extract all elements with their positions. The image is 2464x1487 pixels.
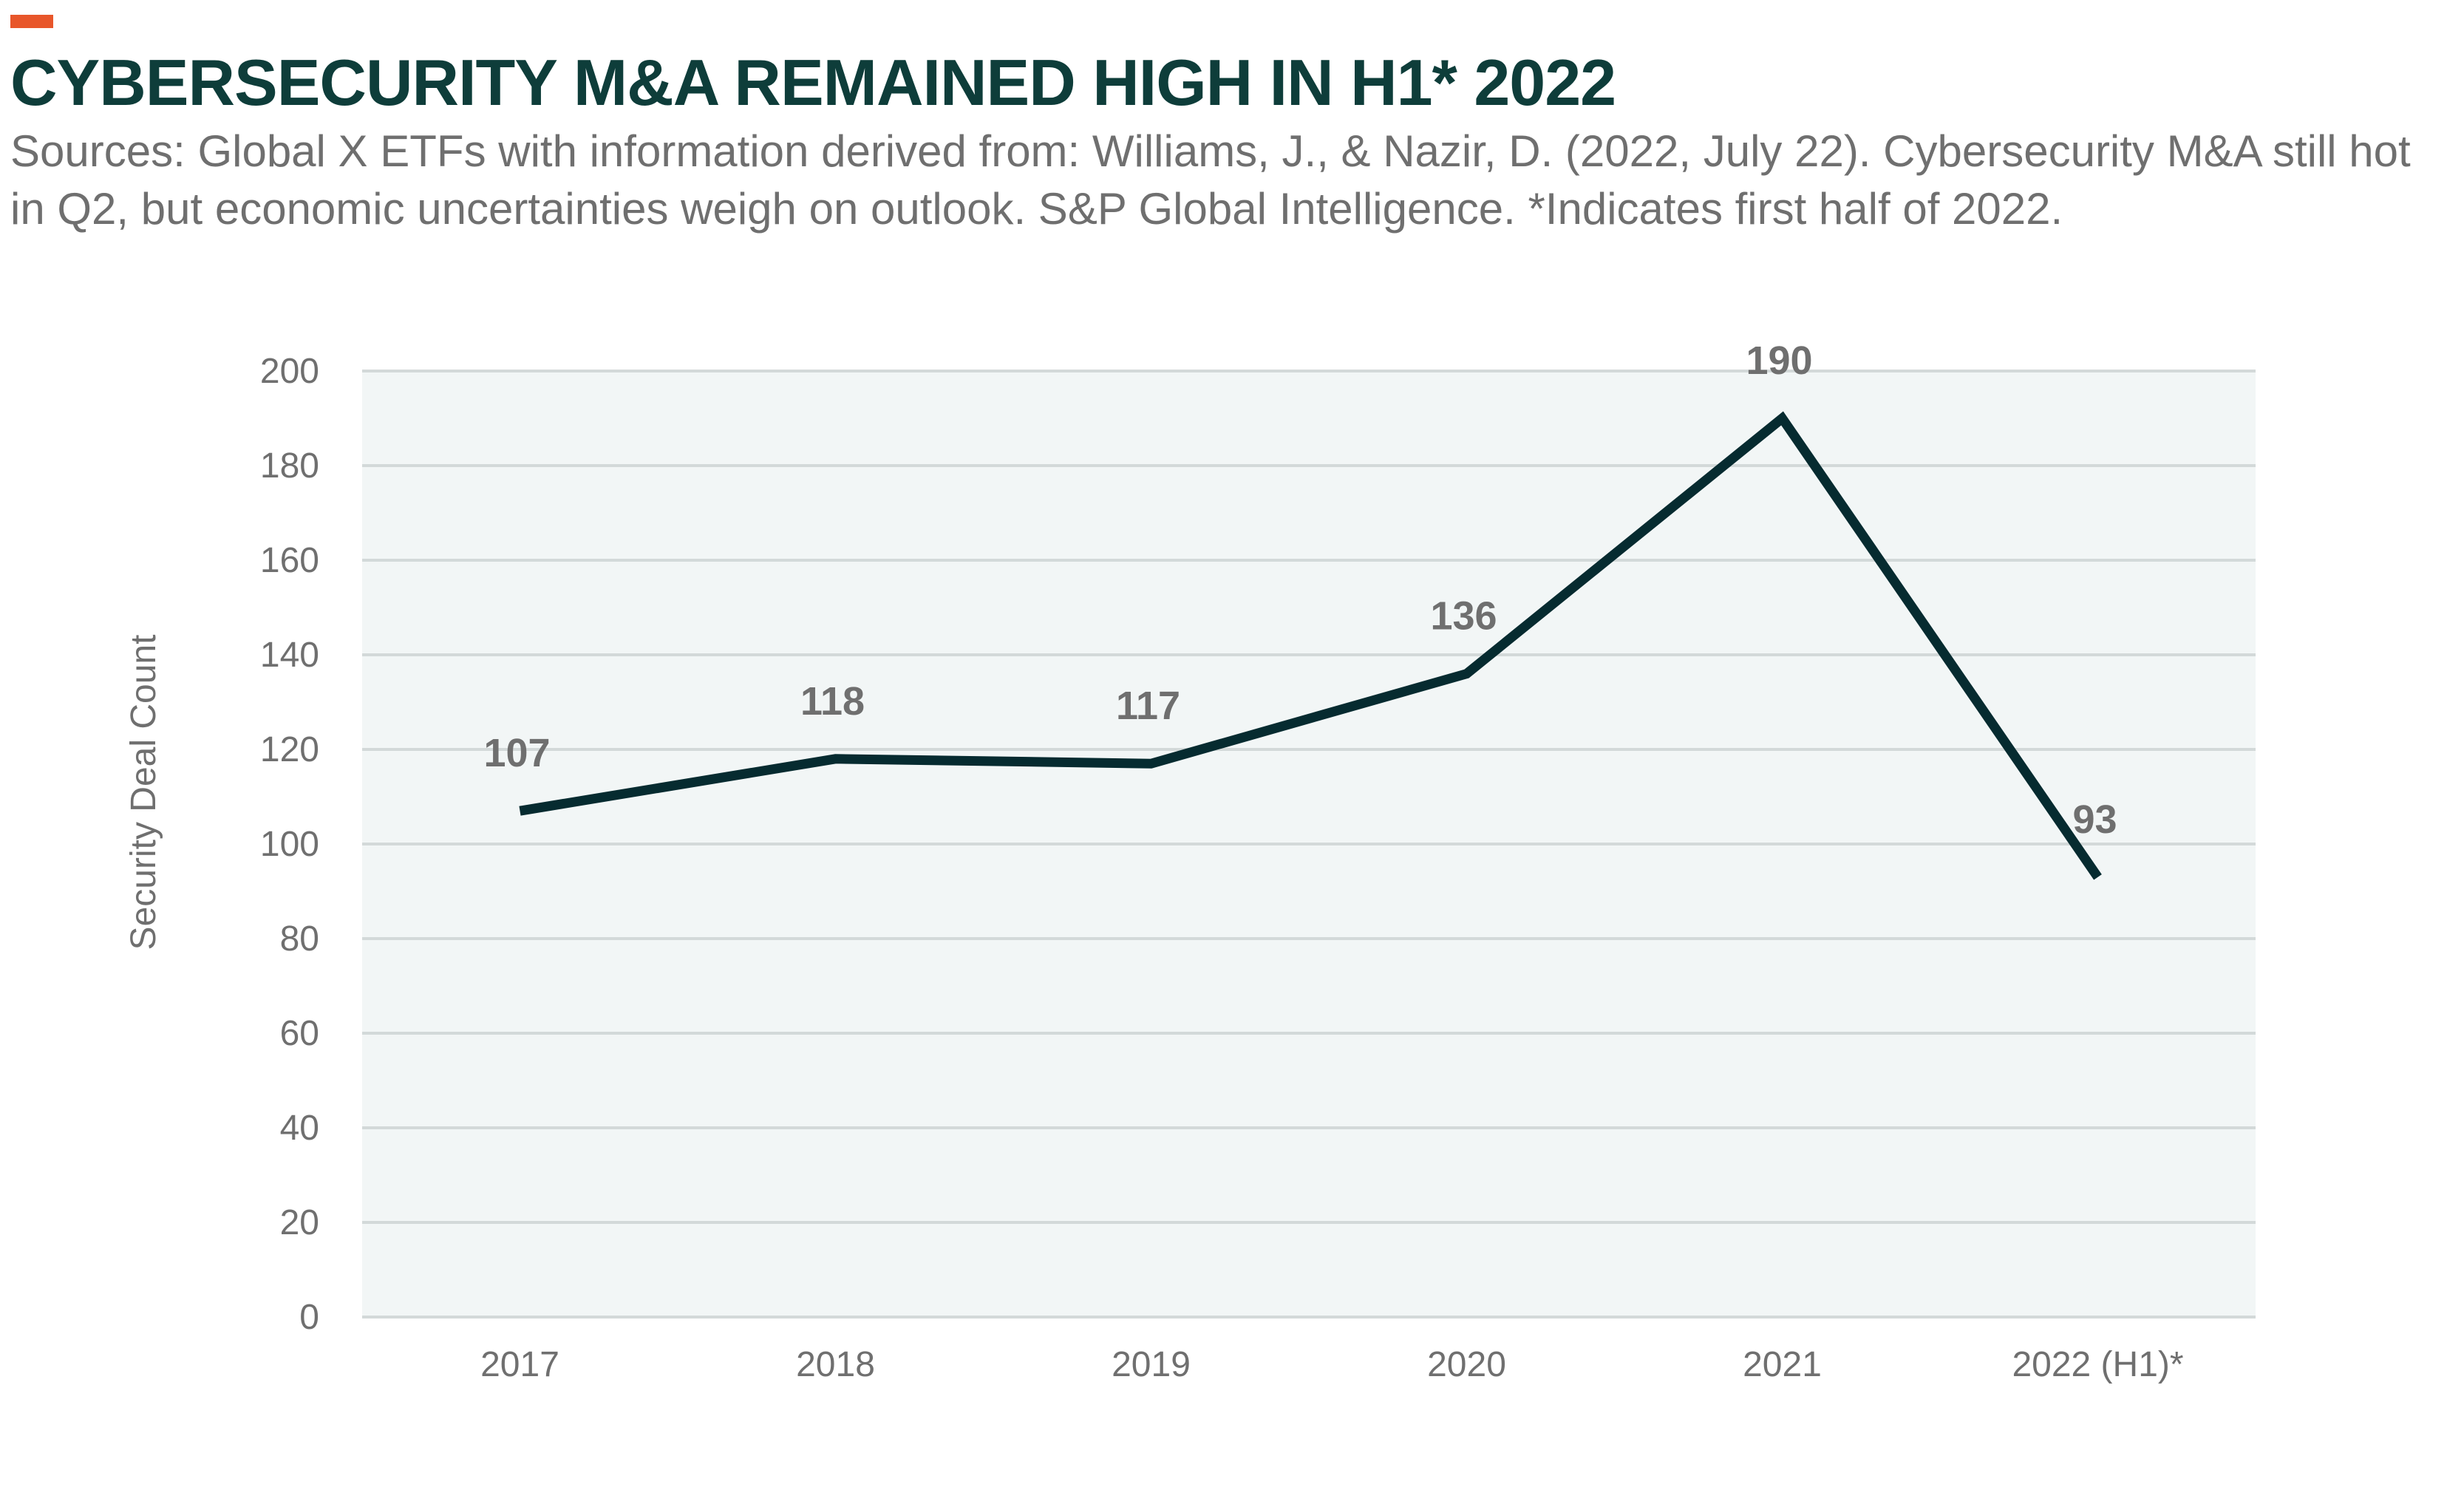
y-tick-label: 40 (280, 1109, 319, 1148)
x-tick-label: 2021 (1743, 1345, 1822, 1384)
series-line (519, 411, 2102, 880)
x-axis-tick-labels: 2017 2018 2019 2020 2021 2022 (H1)* (480, 1345, 2183, 1384)
y-tick-label: 140 (260, 636, 319, 675)
y-tick-label: 120 (260, 730, 319, 769)
y-tick-label: 80 (280, 919, 319, 959)
data-label: 117 (1116, 684, 1180, 728)
data-label: 93 (2072, 797, 2117, 842)
x-tick-label: 2022 (H1)* (2012, 1345, 2183, 1384)
chart-subtitle: Sources: Global X ETFs with information … (10, 126, 2411, 234)
accent-bar (10, 15, 53, 28)
data-labels: 107 118 117 136 190 93 (483, 338, 2117, 842)
y-tick-label: 180 (260, 446, 319, 486)
y-tick-label: 20 (280, 1203, 319, 1242)
y-tick-label: 0 (299, 1298, 319, 1337)
y-tick-label: 60 (280, 1014, 319, 1053)
data-label: 107 (483, 731, 550, 775)
x-tick-label: 2020 (1427, 1345, 1506, 1384)
y-axis-title: Security Deal Count (124, 635, 163, 950)
gridlines (362, 370, 2256, 1318)
chart-title: CYBERSECURITY M&A REMAINED HIGH IN H1* 2… (10, 46, 1616, 119)
x-tick-label: 2017 (480, 1345, 559, 1384)
series-line-path (519, 411, 2102, 880)
y-axis-tick-labels: 0 20 40 60 80 100 120 140 160 180 200 (260, 352, 319, 1337)
y-tick-label: 160 (260, 541, 319, 580)
x-tick-label: 2019 (1112, 1345, 1191, 1384)
y-tick-label: 100 (260, 825, 319, 864)
x-tick-label: 2018 (796, 1345, 875, 1384)
data-label: 136 (1430, 594, 1497, 639)
data-label: 190 (1746, 338, 1812, 383)
y-tick-label: 200 (260, 352, 319, 391)
data-label: 118 (800, 679, 865, 724)
